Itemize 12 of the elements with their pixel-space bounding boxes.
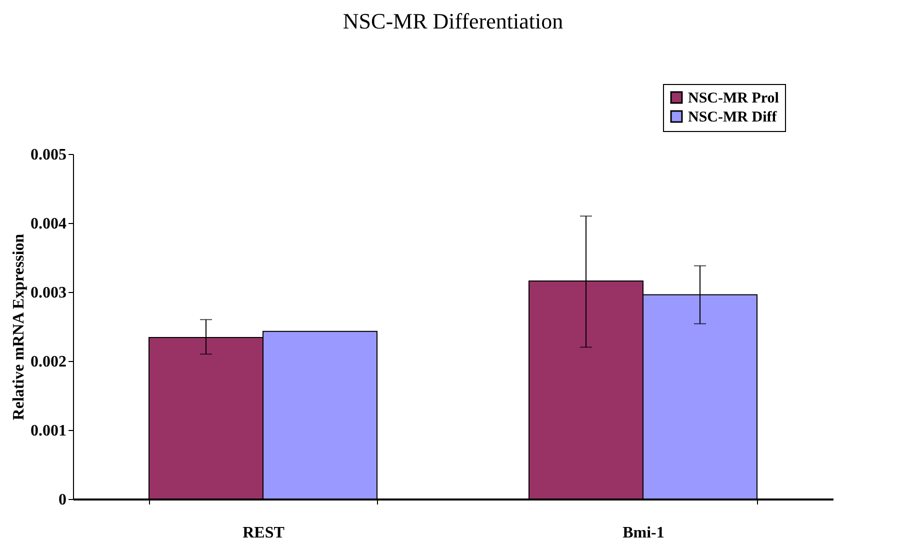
y-tick-label: 0 [58,492,66,508]
y-axis-title: Relative mRNA Expression [10,234,28,420]
y-tick-label: 0.003 [30,284,66,302]
y-tick-label: 0.001 [30,422,66,440]
chart-title: NSC-MR Differentiation [342,8,564,34]
x-tick-label: REST [242,524,285,542]
legend-label: NSC-MR Prol [688,90,779,106]
y-tick-label: 0.002 [30,354,66,370]
y-tick-label: 0.004 [30,216,66,232]
legend-label: NSC-MR Diff [688,110,778,126]
y-tick-label: 0.005 [30,146,66,164]
x-tick-label: Bmi-1 [622,524,664,542]
